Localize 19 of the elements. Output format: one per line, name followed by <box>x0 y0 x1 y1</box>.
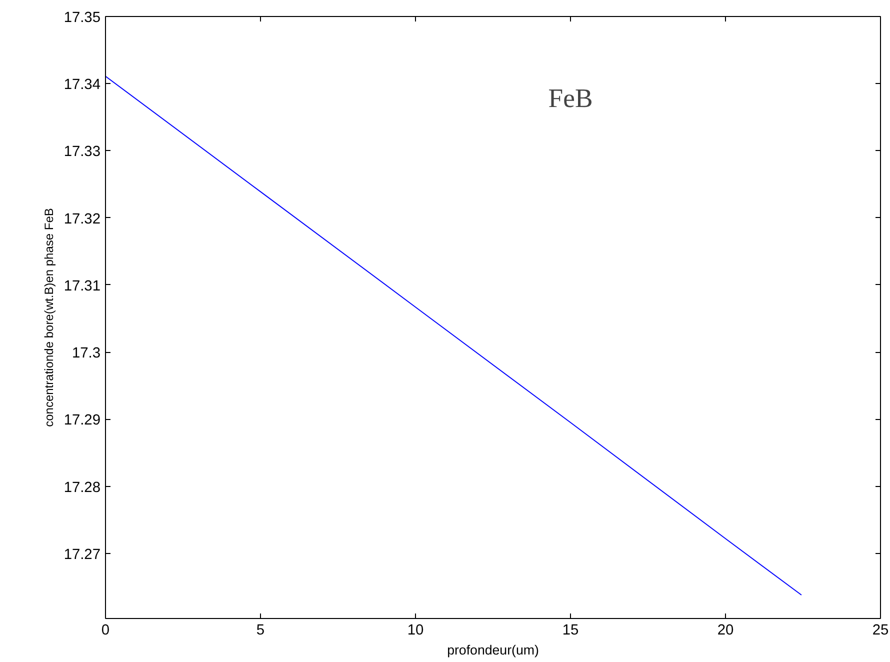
x-tick-label: 0 <box>101 622 110 638</box>
y-tick-label: 17.27 <box>64 546 101 563</box>
x-tick-label: 25 <box>872 622 889 638</box>
y-tick-label: 17.28 <box>64 480 101 496</box>
annotation: FeB <box>548 82 593 113</box>
y-tick-label: 17.31 <box>64 278 101 294</box>
x-tick-label: 10 <box>407 622 424 638</box>
y-tick-label: 17.34 <box>64 77 101 94</box>
x-tick-label: 5 <box>256 622 265 638</box>
y-tick-label: 17.3 <box>72 346 101 362</box>
y-tick-label: 17.29 <box>64 412 101 429</box>
y-axis-title: concentrationde bore(wt.B)en phase FeB <box>42 208 56 427</box>
y-tick-label: 17.33 <box>64 144 101 160</box>
y-tick-label: 17.35 <box>64 10 101 26</box>
x-tick-label: 15 <box>562 622 579 638</box>
x-axis-title: profondeur(um) <box>447 642 539 658</box>
line-series <box>106 76 802 596</box>
x-tick-label: 20 <box>717 622 734 638</box>
y-tick-label: 17.32 <box>64 211 101 228</box>
